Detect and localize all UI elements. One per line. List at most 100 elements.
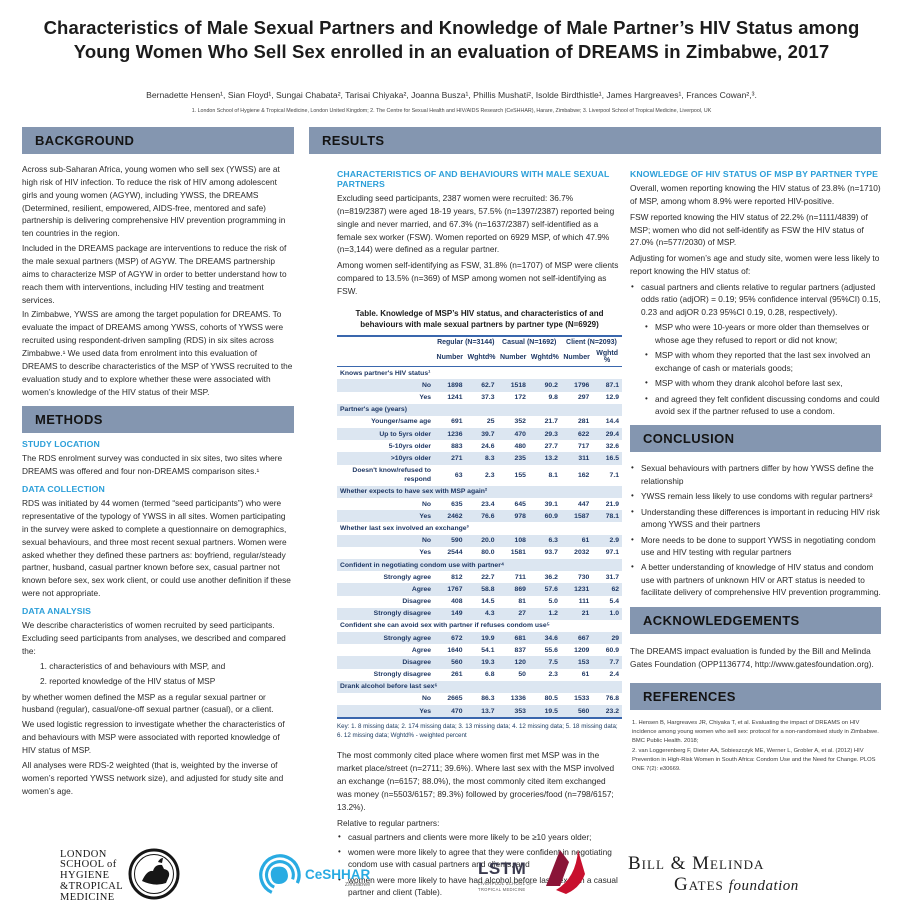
table-data-row: Disagree 408 14.5 81 5.0 111 5.4 (337, 596, 622, 608)
table-category-row: Whether expects to have sex with MSP aga… (337, 485, 622, 499)
table-cell-value: 812 (451, 573, 463, 581)
table-category-label: Whether last sex involved an exchange³ (340, 524, 469, 532)
table-category-label: Confident in negotiating condom use with… (340, 561, 505, 569)
table-cell-value: 837 (514, 646, 526, 654)
table-cell-value: 6.3 (548, 537, 558, 545)
table-cell-value: 717 (577, 442, 590, 450)
table-row-label: Up to 5yrs older (379, 430, 432, 438)
table-cell-value: 869 (514, 585, 526, 593)
table-row-label: Younger/same age (371, 418, 432, 426)
table-row-label: Yes (419, 707, 432, 715)
table-cell-value: 9.8 (548, 394, 558, 402)
references-list: 1. Hensen B, Hargreaves JR, Chiyaka T, e… (630, 719, 881, 773)
table-group-regular: Regular (N=3144) (437, 339, 495, 347)
table-subheader-row: Number Wghtd% Number Wghtd% Number Wghtd… (337, 348, 622, 368)
table-cell-value: 60.9 (605, 646, 619, 654)
table-data-row: Agree 1640 54.1 837 55.6 1209 60.9 (337, 644, 622, 656)
lstm-logo-text: LSTM LIVERPOOL SCHOOL OF TROPICAL MEDICI… (478, 859, 540, 893)
knowledge-bullet-list: casual partners and clients relative to … (630, 281, 881, 318)
gates-name: Gates (674, 874, 724, 895)
table-cell-value: 153 (577, 658, 590, 666)
table-cell-value: 120 (514, 658, 526, 666)
results-section: RESULTS CHARACTERISTICS OF AND BEHAVIOUR… (309, 127, 881, 902)
table-cell-value: 80.0 (481, 549, 495, 557)
table-cell-value: 149 (451, 610, 463, 618)
ceshhar-logo-text: CeSHHAR Zimbabwe (305, 867, 370, 888)
table-cell-value: 4.3 (485, 610, 495, 618)
acknowledgements-text: The DREAMS impact evaluation is funded b… (630, 645, 874, 670)
ceshhar-logo: CeSHHAR Zimbabwe (255, 852, 370, 903)
table-cell-value: 7.7 (609, 658, 619, 666)
post-table-paragraph: The most commonly cited place where wome… (337, 750, 615, 812)
table-data-row: Younger/same age 691 25 352 21.7 281 14.4 (337, 416, 622, 428)
knowledge-sub-bullet-item: MSP with whom they reported that the las… (644, 349, 881, 374)
table-cell-value: 19.3 (481, 658, 495, 666)
table-cell-value: 61 (581, 537, 590, 545)
table-data-row: No 2665 86.3 1336 80.5 1533 76.8 (337, 693, 622, 705)
table-cell-value: 560 (451, 658, 463, 666)
table-cell-value: 62 (611, 585, 619, 593)
table-cell-value: 22.7 (481, 573, 495, 581)
table-data-row: No 1898 62.7 1518 90.2 1796 87.1 (337, 379, 622, 392)
table-cell-value: 271 (451, 454, 463, 462)
table-row-label: Strongly disagree (373, 671, 432, 679)
table-group-client: Client (N=2093) (566, 339, 617, 347)
table-cell-value: 31.7 (605, 573, 619, 581)
table-category-label: Whether expects to have sex with MSP aga… (340, 488, 488, 496)
table-corner-cell (337, 336, 434, 348)
table-cell-value: 1767 (447, 585, 463, 593)
table-cell-value: 55.6 (544, 646, 558, 654)
table-cell-value: 87.1 (605, 381, 619, 389)
table-cell-value: 23.4 (481, 500, 495, 508)
table-data-row: >10yrs older 271 8.3 235 13.2 311 16.5 (337, 452, 622, 465)
table-cell-value: 2.9 (609, 537, 619, 545)
table-data-row: Disagree 560 19.3 120 7.5 153 7.7 (337, 656, 622, 669)
table-row-label: Disagree (402, 658, 432, 666)
lshtm-emblem-icon (128, 848, 180, 905)
table-cell-value: 111 (578, 598, 590, 606)
lstm-subtitle: LIVERPOOL SCHOOL OF TROPICAL MEDICINE (478, 880, 533, 892)
table-cell-value: 13.2 (544, 454, 558, 462)
table-category-label: Confident she can avoid sex with partner… (340, 622, 550, 630)
table-cell-value: 2.3 (548, 671, 558, 679)
lshtm-logo: LONDON SCHOOL of HYGIENE &TROPICAL MEDIC… (60, 848, 180, 905)
table-category-label: Partner's age (years) (340, 406, 407, 414)
table-cell-value: 7.5 (548, 658, 558, 666)
table-col-header: Wghtd % (592, 348, 622, 368)
conclusion-bullet-list: Sexual behaviours with partners differ b… (630, 462, 881, 598)
acknowledgements-header-label: ACKNOWLEDGEMENTS (643, 612, 800, 628)
lshtm-line: &TROPICAL (60, 880, 124, 892)
knowledge-paragraph: Adjusting for women’s age and study site… (630, 253, 880, 277)
background-paragraph: Included in the DREAMS package are inter… (22, 243, 287, 305)
table-cell-value: 155 (514, 471, 526, 479)
table-cell-value: 27.7 (544, 442, 558, 450)
ceshhar-arcs-icon (255, 852, 301, 903)
knowledge-sub-bullet-item: and agreed they felt confident discussin… (644, 393, 881, 418)
table-cell-value: 8.1 (548, 471, 558, 479)
table-row-label: Doesn't know/refused to respond (352, 467, 432, 484)
table-cell-value: 261 (451, 671, 463, 679)
conclusion-header-label: CONCLUSION (643, 431, 735, 447)
table-cell-value: 730 (577, 573, 590, 581)
table-row-label: No (422, 500, 432, 508)
background-paragraph: In Zimbabwe, YWSS are among the target p… (22, 309, 293, 397)
table-cell-value: 29.3 (544, 430, 558, 438)
table-cell-value: 7.1 (609, 471, 619, 479)
table-cell-value: 470 (451, 707, 463, 715)
table-data-row: No 590 20.0 108 6.3 61 2.9 (337, 534, 622, 547)
relative-bullet-item: casual partners and clients were more li… (337, 831, 622, 843)
msp-table-header: Regular (N=3144) Casual (N=1692) Client … (337, 336, 622, 368)
table-cell-value: 447 (577, 500, 590, 508)
numbered-item: 1. characteristics of and behaviours wit… (40, 660, 226, 671)
relative-bullet-list: casual partners and clients were more li… (337, 831, 622, 899)
background-text: Across sub-Saharan Africa, young women w… (22, 163, 294, 398)
table-cell-value: 1231 (574, 585, 590, 593)
poster-title: Characteristics of Male Sexual Partners … (43, 17, 860, 62)
table-cell-value: 711 (514, 573, 526, 581)
table-cell-value: 480 (514, 442, 526, 450)
table-cell-value: 93.7 (544, 549, 558, 557)
results-knowledge-column: KNOWLEDGE OF HIV STATUS OF MSP BY PARTNE… (630, 163, 881, 902)
table-row-label: Agree (411, 585, 432, 593)
methods-section-header: METHODS (22, 406, 294, 434)
table-title: Table. Knowledge of MSP’s HIV status, an… (355, 308, 604, 330)
